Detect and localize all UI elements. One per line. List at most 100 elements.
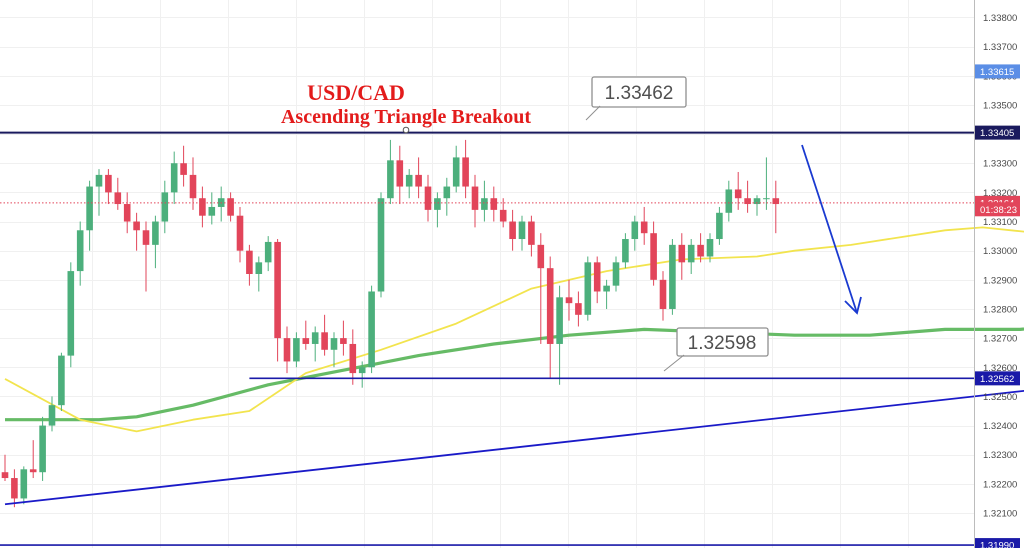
ma-fast-line [4,226,1024,433]
candle-body [133,221,140,231]
candle [274,239,281,362]
y-tick-label: 1.33000 [983,246,1017,257]
tag-resistance-label: 1.33405 [980,128,1014,139]
candle [114,177,122,210]
candle-body [377,198,385,292]
price-levels [0,131,1024,546]
candle-body [575,303,582,315]
candle [311,326,319,362]
candle [499,198,507,228]
candle-body [283,338,291,362]
candle-body [236,215,244,251]
candle [706,233,714,263]
candle [199,186,206,228]
candle [650,221,657,286]
candle [744,180,751,213]
candle [340,320,347,356]
candle [142,221,150,292]
candle-body [678,244,686,263]
candle [217,186,225,222]
candle-body [11,478,18,499]
candle-body [86,186,93,231]
candle [86,180,93,251]
tag-ma-label: 1.33615 [980,67,1014,78]
callout-top-pointer [585,105,601,121]
candle-body [123,204,131,222]
candle-body [631,221,639,240]
candle [443,177,451,216]
candle-body [152,221,159,245]
candle [612,256,620,292]
candle-body [528,221,535,245]
candle [58,352,65,411]
candle [208,192,216,225]
candle [349,329,357,385]
candle-body [518,221,526,240]
y-tick-label: 1.32400 [983,421,1017,432]
candle [528,215,535,257]
candle [415,157,422,199]
candle [95,169,103,216]
ascending-trendline [4,389,1024,506]
candle-body [697,244,704,257]
callout-top-label: 1.33462 [605,83,674,104]
callout-bottom-pointer [663,354,685,372]
candle-body [208,206,216,216]
candle [697,233,704,263]
y-tick-label: 1.33700 [983,42,1017,53]
y-tick-label: 1.32300 [983,450,1017,461]
moving-averages [4,226,1024,433]
y-tick-label: 1.33100 [983,217,1017,228]
candle [763,157,770,210]
candle-body [274,241,281,339]
candle-body [753,198,761,205]
candle-body [180,163,187,175]
y-tick-label: 1.32500 [983,392,1017,403]
candle-body [67,271,75,356]
tag-support-bg [975,371,1020,386]
candle [734,171,742,210]
candle-body [246,250,253,274]
candle-body [142,230,150,245]
marker-circle [402,126,410,134]
candle-body [95,174,103,187]
candle [330,332,338,368]
candle [565,279,573,321]
candle [227,192,234,222]
tag-timer-bg [975,202,1020,217]
candle-body [264,241,272,263]
candle-body [39,425,46,473]
candle-body [603,285,610,292]
candle [452,145,460,193]
candle-body [405,174,413,187]
candle-body [58,355,65,406]
candle-body [744,198,751,205]
candle [358,361,366,388]
callout-bottom-box [676,327,769,357]
candle-body [189,174,197,199]
candle [20,466,28,505]
tag-timer-label: 01:38:23 [980,205,1017,216]
candle [283,326,291,374]
projection-arrow-shaft [801,144,858,314]
chart-subtitle: Ascending Triangle Breakout [281,106,531,128]
candle [622,233,629,269]
resistance-anchor-dot [402,126,410,134]
callout-bottom: 1.32598 [663,327,769,372]
candle [631,215,639,251]
tag-bottom-label: 1.31990 [980,541,1014,548]
candle [377,192,385,298]
candle [105,169,112,205]
candle [556,285,563,385]
candle [490,186,498,222]
callout-bottom-label: 1.32598 [688,333,757,354]
candle-body [462,157,469,187]
candle-body [481,198,488,210]
candle [659,271,667,321]
candle-body [321,332,328,350]
candle [603,279,610,309]
candle-body [29,469,37,473]
candle-body [387,160,394,199]
candle-body [114,192,122,205]
candle [537,233,545,344]
